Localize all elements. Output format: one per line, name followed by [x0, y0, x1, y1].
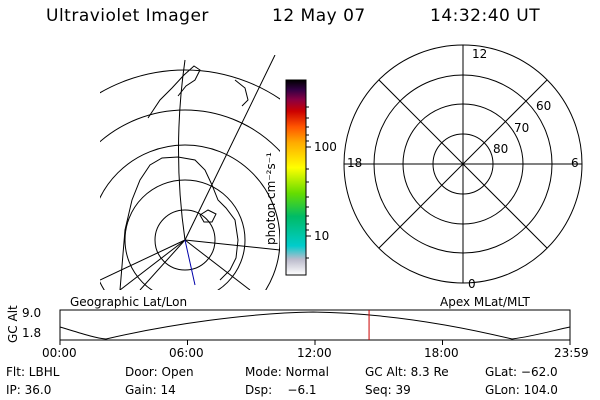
colorbar-tick-10: 10	[314, 229, 330, 243]
gain-info: Gain: 14	[125, 383, 176, 397]
colorbar-ticks	[306, 106, 311, 259]
x-tick-1200: 12:00	[297, 346, 332, 360]
mlat-label-70: 70	[514, 121, 530, 135]
y-tick-bottom: 1.8	[22, 326, 42, 340]
ip-info: IP: 36.0	[6, 383, 52, 397]
x-tick-2359: 23:59	[554, 346, 589, 360]
instrument-title: Ultraviolet Imager	[46, 6, 209, 26]
lat-circle	[124, 179, 246, 290]
meridian-line	[184, 239, 251, 290]
geographic-label: Geographic Lat/Lon	[70, 295, 188, 309]
y-tick-top: 9.0	[22, 306, 42, 320]
mlt-label-12: 12	[472, 47, 488, 61]
colorbar	[285, 79, 307, 276]
x-tick-0000: 00:00	[42, 346, 77, 360]
geographic-map	[100, 55, 280, 290]
meridian-line	[178, 59, 186, 241]
mode-info: Mode: Normal	[245, 365, 329, 379]
apex-label: Apex MLat/MLT	[440, 295, 530, 309]
mlt-label-0: 0	[468, 277, 476, 291]
altitude-plot-frame	[59, 309, 571, 341]
continent-outline	[234, 79, 249, 107]
colorbar-unit-label: photon cm⁻²s⁻¹	[264, 152, 278, 245]
mlt-label-18: 18	[347, 156, 363, 170]
x-axis-ticks	[59, 340, 571, 345]
lat-circle	[154, 209, 216, 271]
mlt-label-6: 6	[571, 156, 579, 170]
lat-circle	[100, 69, 280, 100]
x-tick-1800: 18:00	[424, 346, 459, 360]
polar-grid	[343, 44, 583, 284]
seq-info: Seq: 39	[365, 383, 411, 397]
meridian-line	[184, 239, 280, 251]
island-outline	[199, 209, 217, 223]
lat-circle	[100, 109, 280, 153]
mlt-line-diag	[378, 79, 548, 249]
time-label: 14:32:40 UT	[430, 6, 541, 26]
continent-outline	[119, 156, 239, 290]
glat-info: GLat: −62.0	[485, 365, 558, 379]
door-info: Door: Open	[125, 365, 194, 379]
glon-info: GLon: 104.0	[485, 383, 558, 397]
meridian-line	[139, 239, 186, 290]
colorbar-tick-100: 100	[314, 140, 337, 154]
meridian-line	[100, 239, 186, 281]
mlat-label-60: 60	[536, 99, 552, 113]
x-tick-0600: 06:00	[169, 346, 204, 360]
current-meridian	[184, 239, 196, 286]
continent-outline	[147, 65, 201, 119]
gc-alt-info: GC Alt: 8.3 Re	[365, 365, 449, 379]
dsp-info: Dsp: −6.1	[245, 383, 317, 397]
altitude-curve	[59, 311, 571, 340]
filter-info: Flt: LBHL	[6, 365, 60, 379]
date-label: 12 May 07	[272, 6, 366, 26]
meridian-line	[119, 239, 186, 290]
lat-circle	[100, 144, 280, 290]
meridian-line	[184, 55, 276, 241]
y-axis-label: GC Alt	[6, 305, 20, 343]
mlat-label-80: 80	[493, 142, 509, 156]
